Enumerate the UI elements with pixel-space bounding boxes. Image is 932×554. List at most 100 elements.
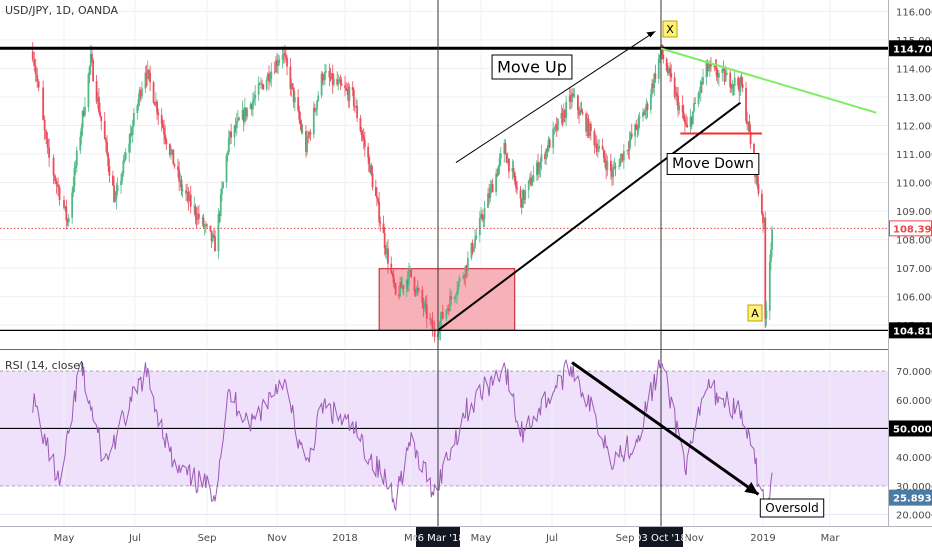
candle — [241, 100, 244, 120]
candle-body — [739, 77, 742, 92]
candle — [219, 188, 222, 222]
candle-body — [530, 177, 532, 186]
candle-body — [316, 100, 319, 110]
candle-body — [54, 175, 56, 182]
candle-body — [270, 71, 273, 80]
candle — [194, 203, 197, 225]
candle-body — [113, 185, 115, 202]
candle — [683, 115, 686, 132]
candle-body — [524, 190, 527, 200]
candle-body — [367, 146, 370, 158]
candle — [701, 77, 703, 94]
candle — [545, 147, 548, 166]
candle-body — [194, 206, 197, 217]
candle — [594, 133, 597, 149]
candle-body — [152, 82, 155, 103]
candle-body — [308, 132, 311, 137]
candle — [108, 158, 111, 183]
candle-body — [312, 107, 315, 135]
candle — [225, 153, 228, 189]
candle — [146, 60, 149, 86]
candle — [160, 108, 163, 132]
candle — [487, 188, 489, 208]
candle-body — [478, 218, 481, 236]
candle-body — [260, 83, 262, 85]
candle-body — [601, 145, 604, 150]
candle-body — [424, 303, 427, 305]
candle-body — [406, 280, 409, 285]
candle-body — [346, 89, 349, 91]
candle — [204, 221, 207, 234]
candle — [383, 226, 386, 256]
candle-body — [520, 198, 523, 208]
candle-body — [440, 312, 443, 321]
candle — [356, 99, 359, 123]
candle-body — [246, 108, 249, 117]
candle — [359, 115, 362, 132]
candle-body — [483, 207, 486, 220]
candle-body — [643, 112, 646, 116]
candle-body — [37, 81, 40, 88]
candle-body — [249, 104, 252, 109]
price-tick-label: 107.000 — [896, 264, 932, 275]
candle — [297, 89, 300, 113]
candle-body — [398, 294, 400, 297]
candle-body — [137, 99, 140, 106]
candle — [548, 137, 551, 149]
candle-body — [593, 130, 596, 146]
candle-body — [121, 173, 124, 181]
candle-body — [74, 165, 77, 169]
candle — [555, 116, 558, 137]
candle-body — [714, 66, 717, 68]
candle-body — [89, 53, 92, 67]
candle-body — [638, 116, 641, 118]
candle — [771, 226, 773, 258]
candle — [424, 296, 427, 314]
candle — [717, 70, 720, 87]
candle — [634, 123, 637, 147]
candle-body — [630, 133, 633, 137]
candle — [627, 141, 630, 159]
candle-body — [160, 114, 163, 124]
candle-body — [422, 303, 425, 308]
candle-body — [283, 53, 286, 56]
candle-body — [81, 110, 84, 128]
candle-body — [116, 185, 119, 192]
candle-body — [34, 66, 37, 75]
candle — [523, 189, 525, 205]
candle — [66, 218, 69, 227]
candle — [399, 276, 401, 298]
candle — [355, 97, 357, 108]
candle-body — [292, 87, 295, 103]
candle-body — [393, 282, 396, 284]
candle — [748, 114, 751, 132]
candle — [694, 96, 697, 105]
candle-body — [556, 118, 559, 131]
candle — [554, 123, 557, 133]
candle-body — [309, 132, 312, 135]
candle — [245, 107, 247, 121]
candle-body — [731, 84, 734, 89]
candle — [522, 188, 524, 208]
price-tick-label: 111.000 — [896, 150, 932, 161]
candle-body — [299, 119, 302, 125]
candle — [508, 158, 510, 179]
candle — [520, 198, 523, 215]
candle-body — [382, 223, 385, 234]
candle — [713, 64, 716, 72]
candle — [668, 66, 670, 76]
candle — [67, 214, 70, 227]
candle-body — [201, 217, 204, 219]
rsi-last-value-tag-bg — [889, 489, 932, 506]
candle-body — [370, 165, 373, 174]
candle — [193, 196, 196, 215]
candle — [80, 123, 83, 145]
candle — [99, 102, 101, 118]
point-label-x-text: X — [666, 23, 674, 36]
candle — [685, 113, 687, 128]
candle-body — [571, 93, 573, 103]
candle — [393, 278, 396, 290]
candle — [511, 159, 514, 180]
candle — [716, 69, 719, 84]
candle — [370, 163, 373, 177]
